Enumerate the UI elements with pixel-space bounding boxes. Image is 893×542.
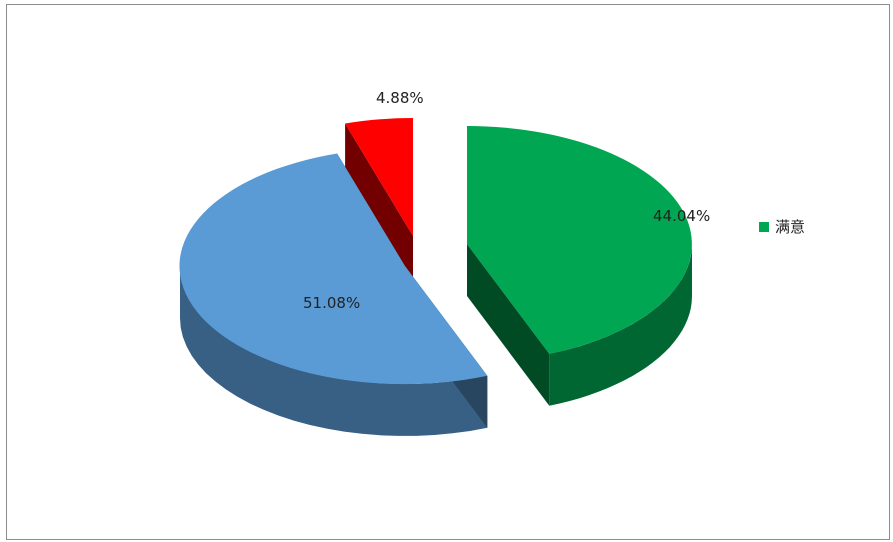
slice-0-value-label: 44.04% bbox=[653, 207, 710, 225]
legend-label-manyi: 满意 bbox=[775, 218, 805, 236]
pie-chart: 44.04% 51.08% 4.88% 满意 bbox=[179, 89, 805, 436]
slice-2-value-label: 4.88% bbox=[376, 89, 424, 107]
slice-0-wall-1 bbox=[467, 244, 550, 406]
slice-1-value-label: 51.08% bbox=[303, 294, 360, 312]
pie-top-layer bbox=[179, 117, 692, 385]
slice-2-wall-0 bbox=[345, 123, 413, 288]
chart-frame: 44.04% 51.08% 4.88% 满意 bbox=[6, 4, 890, 540]
slice-0-top bbox=[467, 126, 692, 354]
slice-2-top bbox=[345, 117, 413, 236]
legend-swatch-manyi bbox=[759, 222, 769, 232]
legend: 满意 bbox=[759, 218, 805, 236]
slice-1-top bbox=[179, 153, 488, 385]
slice-0-side bbox=[549, 244, 692, 406]
slice-1-side bbox=[180, 266, 488, 436]
pie-label-layer: 44.04% 51.08% 4.88% bbox=[303, 89, 710, 312]
